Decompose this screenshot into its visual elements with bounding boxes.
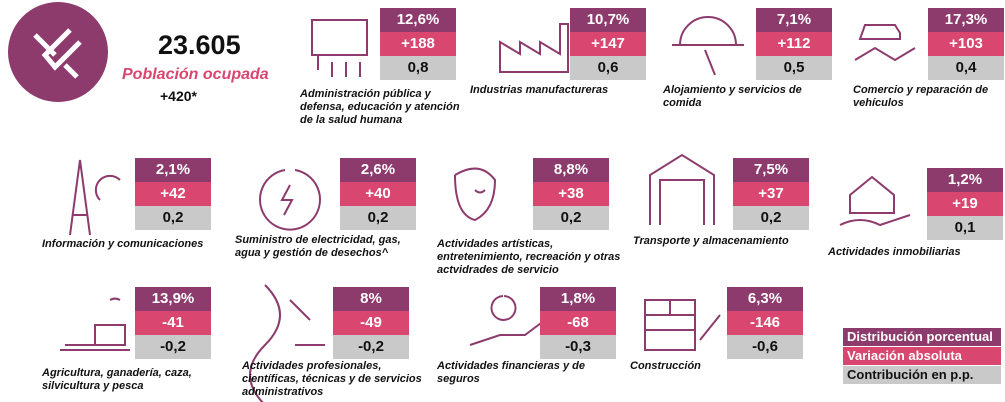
sector-name: Alojamiento y servicios de comida (663, 84, 802, 109)
sector-name: Información y comunicaciones (42, 238, 204, 250)
sector-box: 17,3% +103 0,4 (928, 8, 1004, 80)
sector-box: 1,2% +19 0,1 (927, 168, 1003, 240)
contribution: -0,3 (540, 335, 616, 359)
absolute-change: +103 (928, 32, 1004, 56)
legend-entry: Variación absoluta (843, 347, 1001, 365)
share: 10,7% (570, 8, 646, 32)
share: 12,6% (380, 8, 456, 32)
contribution: 0,2 (533, 206, 609, 230)
header-icon (8, 2, 108, 102)
total-label: Población ocupada (122, 66, 269, 83)
total-change: +420* (160, 88, 197, 104)
contribution: 0,8 (380, 56, 456, 80)
absolute-change: +37 (733, 182, 809, 206)
sector-box: 2,6% +40 0,2 (340, 158, 416, 230)
contribution: 0,1 (927, 216, 1003, 240)
sector-box: 7,1% +112 0,5 (756, 8, 832, 80)
share: 1,2% (927, 168, 1003, 192)
absolute-change: -68 (540, 311, 616, 335)
share: 17,3% (928, 8, 1004, 32)
sector-box: 7,5% +37 0,2 (733, 158, 809, 230)
sector-box: 10,7% +147 0,6 (570, 8, 646, 80)
sector-name: Suministro de electricidad, gas, agua y … (235, 234, 401, 259)
contribution: -0,2 (135, 335, 211, 359)
share: 13,9% (135, 287, 211, 311)
share: 1,8% (540, 287, 616, 311)
sector-box: 2,1% +42 0,2 (135, 158, 211, 230)
share: 2,6% (340, 158, 416, 182)
sector-name: Construcción (630, 360, 701, 372)
sector-name: Agricultura, ganadería, caza, silvicultu… (42, 367, 192, 392)
absolute-change: +147 (570, 32, 646, 56)
sector-name: Actividades artísticas, entretenimiento,… (437, 238, 621, 276)
sector-name: Actividades profesionales, científicas, … (242, 360, 422, 398)
total: 23.605 (158, 30, 241, 60)
contribution: 0,2 (135, 206, 211, 230)
share: 2,1% (135, 158, 211, 182)
sector-name: Comercio y reparación de vehículos (853, 84, 989, 109)
sector-box: 12,6% +188 0,8 (380, 8, 456, 80)
contribution: 0,5 (756, 56, 832, 80)
sector-box: 1,8% -68 -0,3 (540, 287, 616, 359)
absolute-change: +38 (533, 182, 609, 206)
share: 8,8% (533, 158, 609, 182)
sector-name: Actividades financieras y de seguros (437, 360, 585, 385)
share: 7,5% (733, 158, 809, 182)
absolute-change: +40 (340, 182, 416, 206)
sector-name: Transporte y almacenamiento (633, 235, 789, 247)
contribution: -0,6 (727, 335, 803, 359)
absolute-change: +188 (380, 32, 456, 56)
absolute-change: -49 (333, 311, 409, 335)
absolute-change: +42 (135, 182, 211, 206)
absolute-change: +112 (756, 32, 832, 56)
legend-entry: Contribución en p.p. (843, 366, 1001, 384)
contribution: 0,6 (570, 56, 646, 80)
share: 7,1% (756, 8, 832, 32)
contribution: -0,2 (333, 335, 409, 359)
sector-name: Administración pública y defensa, educac… (300, 88, 460, 126)
sector-name: Industrias manufactureras (470, 84, 609, 96)
absolute-change: -41 (135, 311, 211, 335)
contribution: 0,2 (733, 206, 809, 230)
contribution: 0,4 (928, 56, 1004, 80)
absolute-change: +19 (927, 192, 1003, 216)
legend-entry: Distribución porcentual (843, 328, 1001, 346)
share: 8% (333, 287, 409, 311)
contribution: 0,2 (340, 206, 416, 230)
sector-name: Actividades inmobiliarias (828, 246, 961, 258)
share: 6,3% (727, 287, 803, 311)
sector-box: 13,9% -41 -0,2 (135, 287, 211, 359)
sector-box: 6,3% -146 -0,6 (727, 287, 803, 359)
sector-box: 8,8% +38 0,2 (533, 158, 609, 230)
absolute-change: -146 (727, 311, 803, 335)
sector-box: 8% -49 -0,2 (333, 287, 409, 359)
